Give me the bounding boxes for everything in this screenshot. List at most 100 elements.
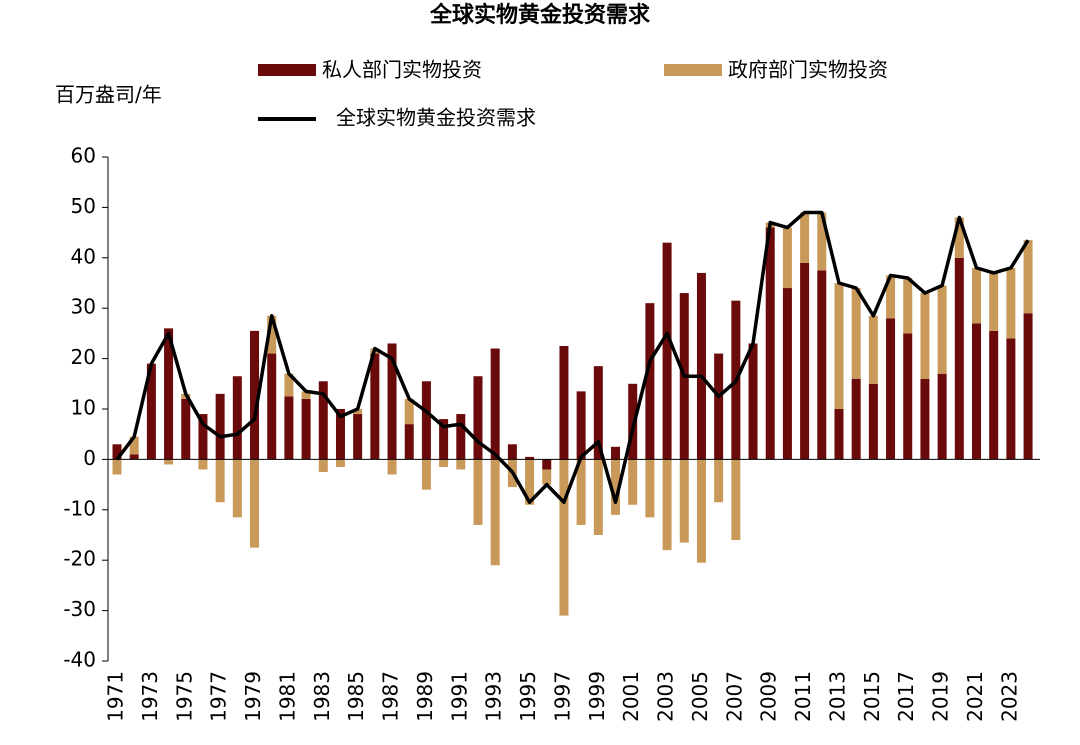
bar: [542, 469, 552, 485]
bar: [318, 459, 328, 472]
bar: [404, 424, 414, 460]
bar: [989, 272, 999, 331]
bar: [696, 459, 706, 563]
x-tick-label: 2019: [929, 671, 953, 722]
legend-label: 全球实物黄金投资需求: [336, 106, 536, 130]
bar: [404, 398, 414, 425]
x-tick-label: 1999: [585, 671, 609, 722]
bar: [370, 353, 380, 460]
bar: [782, 227, 792, 289]
x-tick-label: 2015: [860, 671, 884, 722]
bar: [335, 459, 345, 467]
bar: [851, 378, 861, 460]
bar: [181, 398, 191, 460]
bar: [1006, 267, 1016, 339]
x-tick-label: 1985: [344, 671, 368, 722]
bar: [267, 315, 277, 354]
bar: [473, 459, 483, 525]
bar: [456, 414, 466, 460]
bar: [318, 381, 328, 460]
x-tick-label: 2023: [997, 671, 1021, 722]
y-tick-label: 10: [71, 396, 96, 420]
bar: [164, 459, 174, 465]
y-tick-label: -30: [63, 597, 96, 621]
bar: [817, 270, 827, 460]
bar: [112, 444, 122, 460]
x-tick-label: 1983: [310, 671, 334, 722]
bar: [284, 396, 294, 460]
bar: [817, 212, 827, 271]
bar: [576, 391, 586, 460]
bar: [353, 409, 363, 415]
bar: [714, 353, 724, 460]
bar: [782, 288, 792, 460]
bar: [146, 363, 156, 460]
bar: [525, 459, 535, 505]
bar: [456, 459, 466, 470]
bar: [198, 414, 208, 460]
bar: [387, 343, 397, 460]
x-tick-label: 1975: [172, 671, 196, 722]
bar: [112, 459, 122, 475]
bar: [267, 353, 277, 460]
bar: [559, 346, 569, 460]
bar: [507, 444, 517, 460]
x-tick-label: 2013: [825, 671, 849, 722]
bar: [1023, 240, 1033, 314]
bar: [301, 398, 311, 460]
bar: [215, 393, 225, 460]
bar: [748, 343, 758, 460]
y-tick-label: -20: [63, 547, 96, 571]
bar: [628, 383, 638, 460]
bar: [250, 330, 260, 460]
bar: [198, 459, 208, 470]
x-tick-label: 1993: [482, 671, 506, 722]
bar: [611, 446, 621, 460]
bar: [164, 328, 174, 460]
bar: [937, 373, 947, 460]
legend-label: 政府部门实物投资: [728, 58, 888, 82]
bar: [645, 459, 655, 518]
bar: [1023, 313, 1033, 460]
bar: [972, 323, 981, 460]
y-tick-label: 40: [71, 244, 96, 268]
x-tick-label: 2009: [757, 671, 781, 722]
bar: [611, 459, 621, 515]
bar: [920, 378, 930, 460]
y-tick-label: 30: [71, 295, 96, 319]
y-axis-label: 百万盎司/年: [55, 83, 162, 107]
x-tick-label: 1991: [447, 671, 471, 722]
bar: [250, 459, 260, 548]
bar: [335, 409, 345, 460]
bar: [593, 459, 603, 535]
bar: [868, 315, 878, 384]
x-tick-label: 1981: [275, 671, 299, 722]
bar: [834, 409, 844, 460]
line: [115, 210, 1030, 504]
bar: [662, 242, 672, 460]
x-tick-label: 1979: [241, 671, 265, 722]
legend-label: 私人部门实物投资: [322, 58, 482, 82]
x-tick-label: 1971: [104, 671, 128, 722]
bar: [886, 318, 896, 460]
bar: [903, 333, 913, 460]
x-tick-label: 1987: [379, 671, 403, 722]
bar: [215, 459, 225, 503]
bar: [834, 283, 844, 409]
bar: [284, 373, 294, 397]
bar: [679, 459, 689, 543]
bar: [920, 293, 930, 379]
y-tick-label: 20: [71, 345, 96, 369]
bar: [696, 272, 706, 460]
bar: [593, 366, 603, 460]
bar: [886, 275, 896, 319]
x-tick-label: 2001: [619, 671, 643, 722]
bar: [490, 348, 500, 460]
x-tick-label: 2005: [688, 671, 712, 722]
x-tick-label: 2007: [722, 671, 746, 722]
bar: [490, 459, 500, 566]
bar: [232, 459, 242, 518]
bar: [800, 262, 810, 460]
bar: [129, 454, 139, 460]
x-tick-label: 2017: [894, 671, 918, 722]
